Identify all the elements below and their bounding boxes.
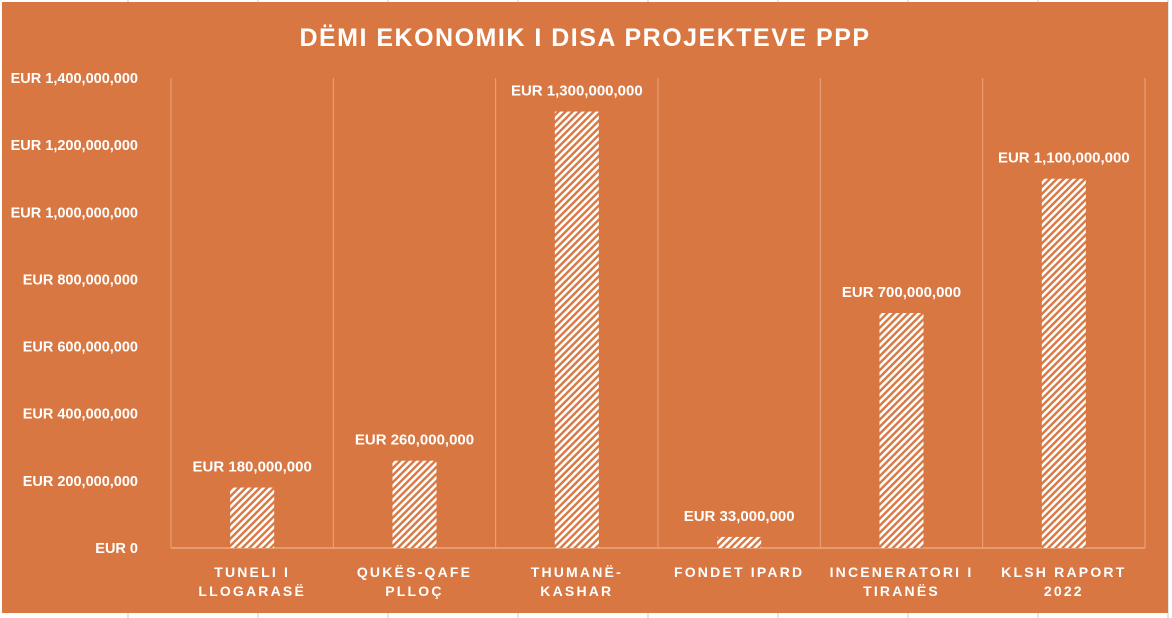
y-tick-label: EUR 0	[95, 541, 138, 557]
y-tick-label: EUR 1,400,000,000	[11, 71, 138, 87]
chart-title: DËMI EKONOMIK I DISA PROJEKTEVE PPP	[299, 24, 870, 52]
x-tick-label: LLOGARASË	[198, 583, 306, 599]
x-tick-label: PLLOÇ	[385, 583, 443, 599]
y-tick-label: EUR 800,000,000	[23, 272, 138, 288]
x-tick-label: TUNELI I	[214, 564, 290, 580]
y-tick-label: EUR 200,000,000	[23, 474, 138, 490]
y-tick-label: EUR 1,200,000,000	[11, 138, 138, 154]
x-tick-label: THUMANË-	[531, 564, 623, 580]
y-tick-label: EUR 400,000,000	[23, 407, 138, 423]
bar	[554, 111, 599, 549]
x-tick-label: 2022	[1044, 583, 1084, 599]
data-label: EUR 1,300,000,000	[511, 83, 643, 100]
y-tick-label: EUR 600,000,000	[23, 340, 138, 356]
plot-area: EUR 0 EUR 200,000,000 EUR 400,000,000 EUR 6…	[11, 71, 1146, 599]
bar	[717, 536, 762, 548]
data-label: EUR 180,000,000	[193, 459, 312, 476]
data-label: EUR 1,100,000,000	[998, 150, 1130, 167]
x-tick-label: KASHAR	[540, 583, 613, 599]
x-tick-label: QUKËS-QAFE	[357, 564, 472, 580]
bar	[392, 460, 437, 548]
x-tick-label: INCENERATORI I	[830, 564, 974, 580]
bar	[1041, 178, 1086, 548]
x-tick-label: TIRANËS	[863, 583, 940, 599]
data-label: EUR 700,000,000	[842, 284, 961, 301]
bar	[230, 487, 275, 548]
data-label: EUR 33,000,000	[684, 508, 795, 525]
y-tick-label: EUR 1,000,000,000	[11, 205, 138, 221]
data-label: EUR 260,000,000	[355, 432, 474, 449]
x-tick-label: FONDET IPARD	[674, 564, 804, 580]
bar	[879, 313, 924, 548]
x-tick-label: KLSH RAPORT	[1001, 564, 1126, 580]
